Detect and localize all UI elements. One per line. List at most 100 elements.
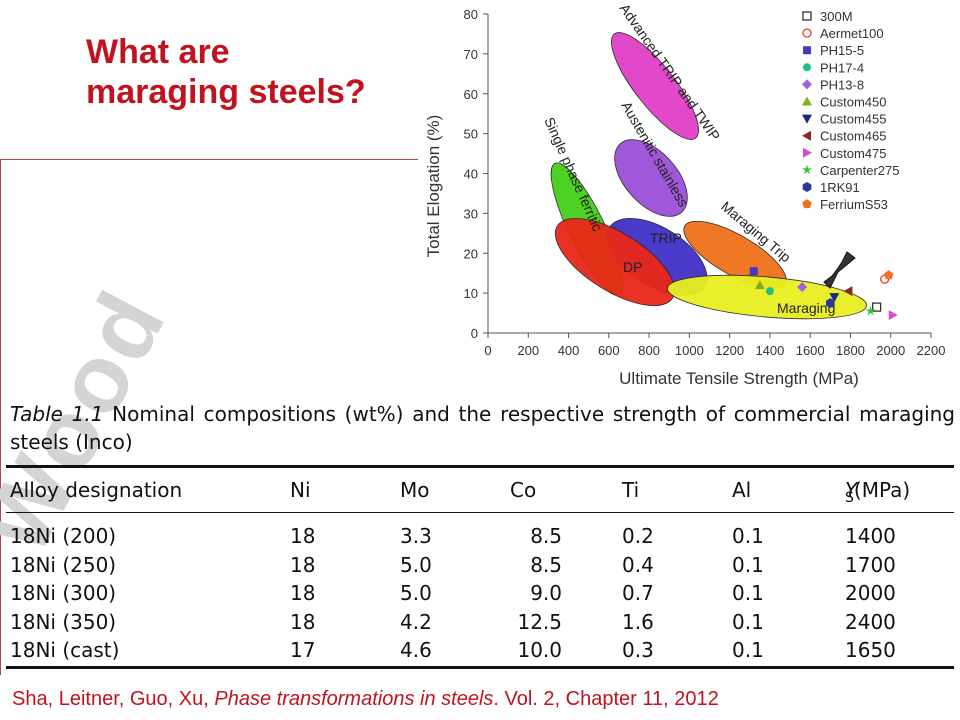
yield-symbol: Y: [845, 478, 858, 502]
table-cell-co: 12.5: [517, 609, 562, 634]
table-cell-al: 0.1: [732, 609, 764, 634]
region-label: TRIP: [650, 230, 682, 246]
table-cell-mo: 5.0: [400, 581, 432, 605]
table-rule-header: [6, 512, 954, 513]
legend-marker-custom450: [802, 96, 812, 106]
data-point-ferriums53: [883, 270, 894, 280]
legend-marker-custom475: [803, 147, 812, 158]
data-point-custom475: [888, 310, 898, 321]
table-cell-ti: 1.6: [622, 609, 654, 634]
table-cell-co: 8.5: [530, 524, 562, 548]
y-tick-label: 70: [464, 47, 478, 62]
table-cell-yield: 1400: [845, 524, 896, 548]
legend-label: PH15-5: [820, 43, 864, 58]
legend-marker-carpenter275: [801, 164, 813, 175]
region-label: DP: [623, 259, 642, 275]
table-cell-mo: 4.6: [400, 638, 432, 662]
table-cell-ni: 18: [290, 552, 316, 577]
title-line-1: What are: [86, 33, 230, 71]
table-cell-ti: 0.2: [622, 524, 654, 548]
table-caption: Table 1.1 Nominal compositions (wt%) and…: [10, 400, 955, 456]
x-tick-label: 0: [484, 343, 491, 358]
x-tick-label: 2200: [917, 343, 946, 358]
y-tick-label: 40: [464, 167, 478, 182]
y-tick-label: 30: [464, 206, 478, 221]
header-ni: Ni: [290, 478, 311, 502]
table-cell-alloy: 18Ni (200): [10, 524, 117, 548]
y-tick-label: 50: [464, 127, 478, 142]
region-layer: [550, 32, 868, 320]
table-cell-mo: 5.0: [400, 552, 432, 577]
table-cell-al: 0.1: [732, 524, 764, 548]
x-tick-label: 800: [638, 343, 660, 358]
axes-layer: 0 200 400 600 800 1000 1200 1400 1600 1800 2000 220…: [464, 7, 946, 358]
table-cell-alloy: 18Ni (300): [10, 581, 117, 605]
data-point-1rk91: [825, 298, 835, 309]
data-point-carpenter275: [865, 305, 876, 316]
legend-label: Custom450: [820, 95, 886, 110]
table-rule-top: [6, 465, 954, 468]
table-cell-mo: 4.2: [400, 609, 432, 634]
citation-authors: Sha, Leitner, Guo, Xu,: [12, 688, 215, 710]
legend-marker-custom455: [802, 114, 812, 124]
x-tick-label: 1600: [796, 343, 825, 358]
legend-label: 1RK91: [820, 180, 860, 195]
x-tick-label: 1400: [755, 343, 784, 358]
table-cell-alloy: 18Ni (350): [10, 609, 117, 634]
legend-label: FerriumS53: [820, 197, 888, 212]
legend-marker-custom465: [802, 130, 811, 141]
table-cell-ni: 18: [290, 524, 316, 548]
region-advanced-trip-and-twip: [611, 32, 699, 140]
x-tick-label: 600: [598, 343, 620, 358]
legend-label: PH17-4: [820, 60, 864, 75]
x-tick-label: 1200: [715, 343, 744, 358]
legend-marker-ph17-4: [803, 63, 811, 72]
header-co: Co: [510, 478, 537, 502]
points-layer: [749, 267, 898, 321]
y-tick-label: 20: [464, 246, 478, 261]
data-point-custom450: [754, 280, 765, 290]
table-cell-yield: 1700: [845, 552, 896, 577]
x-tick-label: 1000: [675, 343, 704, 358]
data-point-custom455: [829, 293, 840, 303]
legend-label: 300M: [820, 9, 853, 24]
arrow-icon: [823, 251, 856, 289]
data-point-ph13-8: [797, 282, 808, 293]
x-tick-label: 2000: [876, 343, 905, 358]
header-al: Al: [732, 478, 752, 502]
legend-marker-ferriums53: [802, 199, 812, 209]
slide-title: What are maraging steels?: [86, 32, 366, 112]
legend-marker-ph15-5: [803, 46, 811, 55]
legend-label: Custom455: [820, 112, 886, 127]
header-ti: Ti: [622, 478, 640, 502]
y-tick-label: 80: [464, 7, 478, 22]
data-point-ph17-4: [765, 287, 774, 296]
table-cell-al: 0.1: [732, 638, 764, 662]
yield-subscript: S: [845, 490, 854, 506]
legend-label: Custom465: [820, 129, 886, 144]
y-tick-label: 0: [471, 326, 478, 341]
table-cell-mo: 3.3: [400, 524, 432, 548]
data-point-ph15-5: [749, 267, 758, 276]
table-cell-alloy: 18Ni (cast): [10, 638, 120, 662]
citation-book: Phase transformations in steels: [214, 688, 494, 710]
table-row: 18Ni (300) 18 5.0 9.0 0.7 0.1 2000: [10, 581, 955, 609]
header-mo: Mo: [400, 478, 430, 502]
x-axis-label: Ultimate Tensile Strength (MPa): [619, 369, 859, 388]
table-rule-bottom: [6, 666, 954, 669]
y-tick-label: 10: [464, 286, 478, 301]
table-cell-ni: 18: [290, 609, 316, 634]
table-cell-ni: 17: [290, 638, 316, 662]
frame-left-border: [0, 159, 1, 675]
table-cell-al: 0.1: [732, 552, 764, 577]
table-row: 18Ni (350) 18 4.2 12.5 1.6 0.1 2400: [10, 610, 955, 638]
table-cell-al: 0.1: [732, 581, 764, 605]
yield-unit: (MPa): [853, 478, 911, 502]
table-cell-ti: 0.7: [622, 581, 654, 605]
legend-marker-300m: [802, 11, 812, 21]
data-point-custom465: [843, 286, 853, 297]
x-tick-label: 200: [517, 343, 539, 358]
table-header-row: Alloy designation Ni Mo Co Ti Al Y S (MPa): [10, 478, 955, 506]
region-label: Maraging: [777, 300, 835, 316]
